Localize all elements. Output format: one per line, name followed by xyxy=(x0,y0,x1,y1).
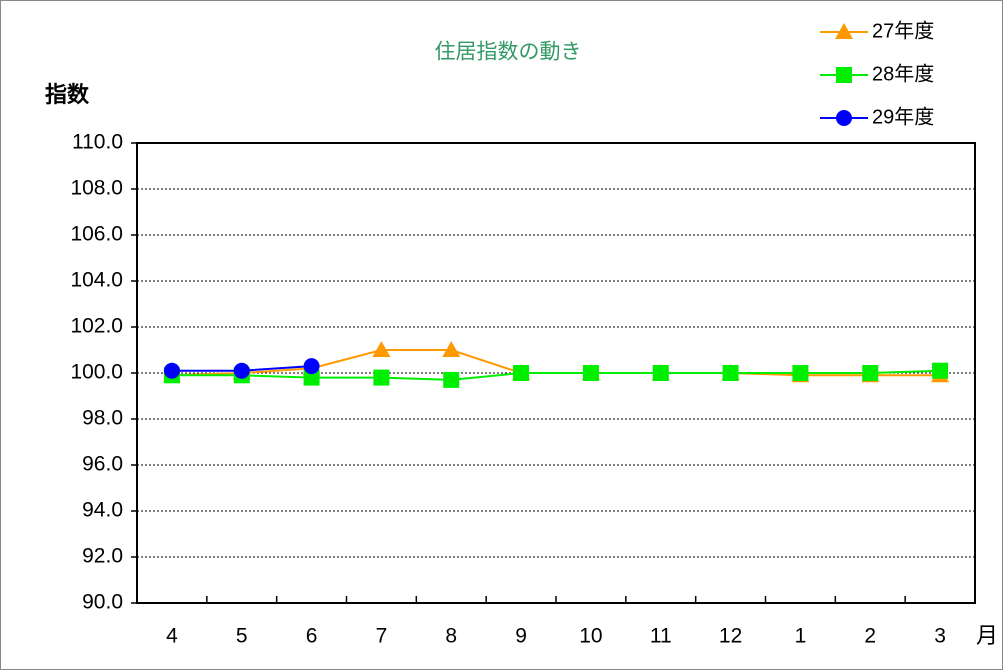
legend-marker xyxy=(836,67,852,83)
y-tick-label: 108.0 xyxy=(70,177,123,200)
data-point xyxy=(582,365,599,381)
data-point xyxy=(303,369,320,386)
x-tick-label: 6 xyxy=(306,625,318,648)
y-tick-label: 98.0 xyxy=(82,407,123,430)
x-tick-label: 1 xyxy=(795,625,807,648)
legend-marker xyxy=(835,23,853,39)
y-tick-label: 92.0 xyxy=(82,545,123,568)
x-tick-label: 2 xyxy=(864,625,876,648)
y-tick-label: 106.0 xyxy=(70,223,123,246)
x-tick-label: 5 xyxy=(236,625,248,648)
x-tick-label: 8 xyxy=(445,625,457,648)
legend-label: 28年度 xyxy=(872,62,934,85)
data-point xyxy=(443,371,460,388)
data-point xyxy=(652,365,669,381)
x-axis-label: 月 xyxy=(976,623,998,648)
data-point xyxy=(513,365,530,381)
data-point xyxy=(722,365,739,381)
x-tick-label: 7 xyxy=(376,625,388,648)
data-point xyxy=(233,362,250,379)
y-axis-label: 指数 xyxy=(45,82,90,107)
x-tick-label: 10 xyxy=(579,625,602,648)
y-tick-label: 94.0 xyxy=(82,499,123,522)
data-point xyxy=(373,369,390,386)
data-point xyxy=(442,341,461,357)
y-tick-label: 100.0 xyxy=(70,361,123,384)
x-tick-label: 11 xyxy=(650,625,672,648)
y-tick-label: 110.0 xyxy=(72,131,123,154)
legend-label: 27年度 xyxy=(872,19,934,42)
data-point xyxy=(792,365,809,381)
x-tick-label: 12 xyxy=(719,625,742,648)
y-tick-label: 96.0 xyxy=(82,453,123,476)
series-line xyxy=(171,369,941,381)
y-tick-label: 90.0 xyxy=(82,591,123,614)
data-point xyxy=(303,358,320,375)
plot-area xyxy=(136,142,976,604)
x-tick-label: 3 xyxy=(934,625,946,648)
x-tick-label: 9 xyxy=(515,625,527,648)
x-tick-label: 4 xyxy=(166,625,178,648)
data-point xyxy=(862,365,879,381)
data-point xyxy=(163,362,180,379)
y-tick-label: 104.0 xyxy=(70,269,123,292)
data-point xyxy=(932,362,949,379)
data-point xyxy=(372,341,391,357)
chart-title: 住居指数の動き xyxy=(435,41,582,64)
legend-marker xyxy=(836,110,852,126)
y-tick-label: 102.0 xyxy=(70,315,123,338)
legend-label: 29年度 xyxy=(872,105,934,128)
